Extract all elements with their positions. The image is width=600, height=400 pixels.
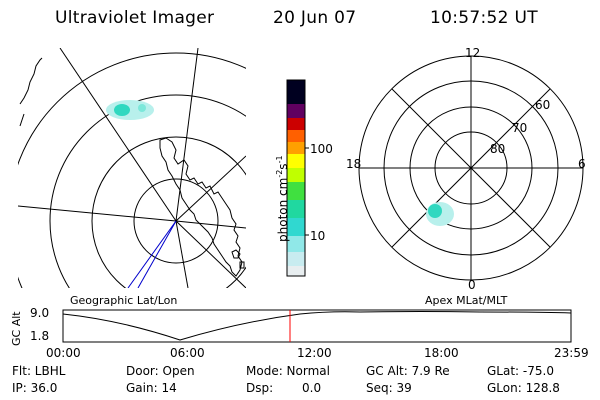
colorbar-label-mid: s: [276, 163, 290, 170]
aurora-spot: [138, 104, 146, 112]
xtick-0600: 06:00: [170, 346, 205, 360]
meridian-line: [18, 205, 177, 222]
dsp-label: Dsp:: [246, 381, 274, 395]
mlat-label-60: 60: [535, 98, 551, 112]
xtick-0000: 00:00: [46, 346, 81, 360]
meridian-line: [175, 220, 246, 229]
mlt-label-0: 0: [468, 278, 476, 292]
mode-status: Mode: Normal: [246, 364, 330, 378]
xtick-2359: 23:59: [554, 346, 589, 360]
glat-status: GLat: -75.0: [487, 364, 554, 378]
altitude-ymin: 1.8: [30, 329, 50, 343]
mlat-label-80: 80: [490, 142, 506, 156]
colorbar-label: photon cm-2s-1: [275, 155, 290, 242]
gain-status: Gain: 14: [126, 381, 177, 395]
altitude-ymax: 9.0: [30, 306, 50, 320]
coastline-antarctica: [159, 137, 243, 277]
xtick-1800: 18:00: [424, 346, 459, 360]
meridian-line: [175, 220, 189, 288]
colorbar: [286, 79, 309, 277]
coastline-island: [231, 249, 245, 269]
meridian-line: [59, 48, 177, 222]
filter-status: Flt: LBHL: [12, 364, 66, 378]
aurora-core: [114, 104, 130, 116]
colorbar-tick-10: 10: [310, 229, 326, 243]
altitude-curve: [62, 311, 572, 341]
lat-circle: [91, 136, 246, 288]
mlt-axis-diagonal: [391, 88, 551, 248]
time-label: 10:57:52 UT: [430, 8, 538, 28]
lat-circle: [133, 178, 219, 264]
meridian-line: [175, 220, 246, 288]
local-meridian: [137, 220, 177, 288]
mlt-label-18: 18: [346, 157, 362, 171]
gc-alt-status: GC Alt: 7.9 Re: [366, 364, 450, 378]
lat-circle: [18, 52, 246, 288]
left-panel-caption: Geographic Lat/Lon: [70, 294, 178, 307]
meridian-line: [175, 48, 199, 222]
ip-status: IP: 36.0: [12, 381, 58, 395]
colorbar-label-exp2: -1: [275, 155, 284, 164]
colorbar-tick-100: 100: [310, 142, 333, 156]
xtick-1200: 12:00: [297, 346, 332, 360]
altitude-plot: [62, 309, 572, 343]
lat-circle: [49, 94, 246, 288]
coastline-south-america: [19, 57, 43, 127]
colorbar-label-exp1: -2: [275, 169, 284, 178]
mlt-label-6: 6: [578, 157, 586, 171]
colorbar-label-unit: photon cm: [276, 177, 290, 242]
mlt-label-12: 12: [465, 46, 481, 60]
mlat-label-70: 70: [512, 121, 528, 135]
right-panel-caption: Apex MLat/MLT: [425, 294, 508, 307]
altitude-ylabel: GC Alt: [10, 311, 23, 346]
door-status: Door: Open: [126, 364, 195, 378]
local-meridian: [127, 220, 177, 288]
seq-status: Seq: 39: [366, 381, 412, 395]
aurora-core-mlt: [428, 204, 442, 218]
glon-status: GLon: 128.8: [487, 381, 560, 395]
date-label: 20 Jun 07: [273, 8, 357, 28]
dsp-value: 0.0: [302, 381, 322, 395]
instrument-title: Ultraviolet Imager: [55, 8, 215, 28]
